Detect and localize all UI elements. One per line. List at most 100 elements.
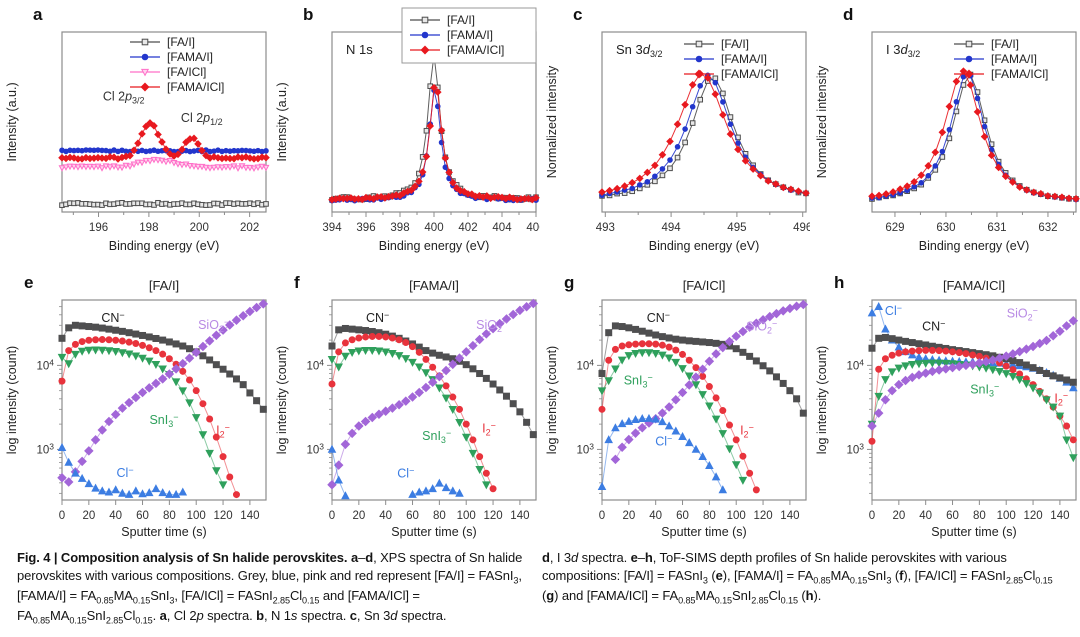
svg-text:I 3d3/2: I 3d3/2 (886, 42, 920, 59)
svg-text:log intensity (count): log intensity (count) (5, 346, 19, 454)
svg-text:104: 104 (306, 357, 324, 372)
svg-text:0: 0 (329, 510, 335, 522)
svg-text:0: 0 (869, 510, 875, 522)
svg-text:SiO2−: SiO2− (476, 317, 507, 334)
svg-text:20: 20 (82, 510, 95, 522)
svg-text:Binding energy (eV): Binding energy (eV) (919, 239, 1029, 253)
panel-d-chart: d 629 630 631 632 Binding energy (eV) Normaliz… (815, 5, 1080, 253)
svg-text:Normalized intensity: Normalized intensity (815, 65, 829, 178)
svg-text:[FA/I]: [FA/I] (447, 13, 475, 27)
svg-text:[FA/I]: [FA/I] (149, 278, 179, 293)
figure-caption-left: Fig. 4 | Composition analysis of Sn hali… (17, 550, 523, 626)
panel-b-chart: b 394 396 398 400 402 404 406 Binding energy (eV… (275, 5, 540, 253)
svg-text:log intensity (count): log intensity (count) (815, 346, 829, 454)
panel-f-chart: f [FAMA/I] 0 20 40 60 80 100 120 140 Sputter time … (275, 273, 539, 539)
svg-text:[FAMA/ICl]: [FAMA/ICl] (721, 67, 778, 81)
svg-text:Intensity (a.u.): Intensity (a.u.) (275, 82, 289, 161)
panel-h-chart: h [FAMA/ICl] 0 20 40 60 80 100 120 140 Sputter tim… (815, 273, 1079, 539)
svg-text:SnI3−: SnI3− (624, 373, 653, 390)
svg-text:Normalized intensity: Normalized intensity (545, 65, 559, 178)
panel-a-chart: a 196 198 200 202 Binding energy (eV) Intensit… (5, 5, 270, 253)
svg-text:Binding energy (eV): Binding energy (eV) (109, 239, 219, 253)
svg-text:196: 196 (89, 222, 108, 234)
svg-text:Binding energy (eV): Binding energy (eV) (379, 239, 489, 253)
svg-text:80: 80 (973, 510, 986, 522)
svg-text:I2−: I2− (1054, 391, 1068, 408)
svg-text:631: 631 (987, 222, 1006, 234)
svg-text:CN−: CN− (922, 319, 945, 334)
svg-text:104: 104 (846, 357, 864, 372)
svg-text:120: 120 (213, 510, 232, 522)
svg-text:60: 60 (136, 510, 149, 522)
svg-text:80: 80 (433, 510, 446, 522)
svg-text:394: 394 (322, 222, 342, 234)
svg-text:Cl−: Cl− (117, 465, 134, 480)
svg-text:140: 140 (1050, 510, 1069, 522)
svg-text:SiO2−: SiO2− (198, 317, 229, 334)
svg-text:100: 100 (727, 510, 746, 522)
svg-text:[FAMA/I]: [FAMA/I] (409, 278, 459, 293)
svg-text:SnI3−: SnI3− (149, 412, 178, 429)
svg-text:SiO2−: SiO2− (1007, 306, 1038, 323)
svg-text:N 1s: N 1s (346, 42, 373, 57)
figure-caption-right: d, I 3d spectra. e–h, ToF-SIMS depth pro… (542, 550, 1053, 606)
svg-text:404: 404 (492, 222, 512, 234)
svg-text:log intensity (count): log intensity (count) (275, 346, 289, 454)
svg-text:104: 104 (576, 357, 594, 372)
svg-text:CN−: CN− (101, 310, 124, 325)
svg-text:140: 140 (240, 510, 259, 522)
svg-text:[FAMA/I]: [FAMA/I] (991, 52, 1037, 66)
svg-text:80: 80 (163, 510, 176, 522)
svg-text:120: 120 (753, 510, 772, 522)
svg-text:Cl−: Cl− (655, 433, 672, 448)
svg-text:Sputter time (s): Sputter time (s) (391, 525, 476, 539)
svg-text:Cl 2p1/2: Cl 2p1/2 (181, 111, 223, 127)
svg-text:120: 120 (483, 510, 502, 522)
svg-text:[FA/ICl]: [FA/ICl] (167, 65, 206, 79)
svg-text:40: 40 (379, 510, 392, 522)
svg-text:630: 630 (936, 222, 955, 234)
svg-text:0: 0 (59, 510, 65, 522)
svg-text:60: 60 (676, 510, 689, 522)
svg-text:e: e (24, 273, 33, 292)
svg-text:20: 20 (622, 510, 635, 522)
svg-text:103: 103 (306, 441, 324, 456)
svg-text:[FAMA/ICl]: [FAMA/ICl] (447, 43, 504, 57)
svg-text:402: 402 (458, 222, 477, 234)
svg-text:494: 494 (662, 222, 682, 234)
svg-text:I2−: I2− (482, 420, 496, 437)
svg-text:406: 406 (526, 222, 540, 234)
svg-text:d: d (843, 5, 853, 24)
svg-text:SnI3−: SnI3− (422, 428, 451, 445)
svg-text:[FAMA/ICl]: [FAMA/ICl] (991, 67, 1048, 81)
svg-text:b: b (303, 5, 313, 24)
svg-text:140: 140 (780, 510, 799, 522)
svg-text:103: 103 (576, 441, 594, 456)
svg-text:f: f (294, 273, 300, 292)
svg-text:Sputter time (s): Sputter time (s) (931, 525, 1016, 539)
svg-text:20: 20 (892, 510, 905, 522)
svg-text:h: h (834, 273, 844, 292)
svg-text:SnI3−: SnI3− (970, 382, 999, 399)
svg-text:0: 0 (599, 510, 605, 522)
svg-text:[FAMA/I]: [FAMA/I] (447, 28, 493, 42)
svg-text:[FA/I]: [FA/I] (991, 37, 1019, 51)
svg-text:I2−: I2− (216, 423, 230, 440)
svg-text:80: 80 (703, 510, 716, 522)
svg-text:60: 60 (946, 510, 959, 522)
svg-text:SiO2−: SiO2− (746, 319, 777, 336)
panel-g-chart: g [FA/ICl] 0 20 40 60 80 100 120 140 Sputter time … (545, 273, 809, 539)
svg-text:Cl−: Cl− (885, 303, 902, 318)
svg-text:[FAMA/ICl]: [FAMA/ICl] (167, 80, 224, 94)
svg-text:I2−: I2− (740, 423, 754, 440)
svg-text:[FA/I]: [FA/I] (721, 37, 749, 51)
svg-text:629: 629 (885, 222, 904, 234)
svg-text:a: a (33, 5, 43, 24)
svg-text:Sputter time (s): Sputter time (s) (121, 525, 206, 539)
svg-text:103: 103 (846, 441, 864, 456)
svg-text:Intensity (a.u.): Intensity (a.u.) (5, 82, 19, 161)
svg-text:40: 40 (919, 510, 932, 522)
svg-text:[FAMA/ICl]: [FAMA/ICl] (943, 278, 1005, 293)
svg-text:140: 140 (510, 510, 529, 522)
